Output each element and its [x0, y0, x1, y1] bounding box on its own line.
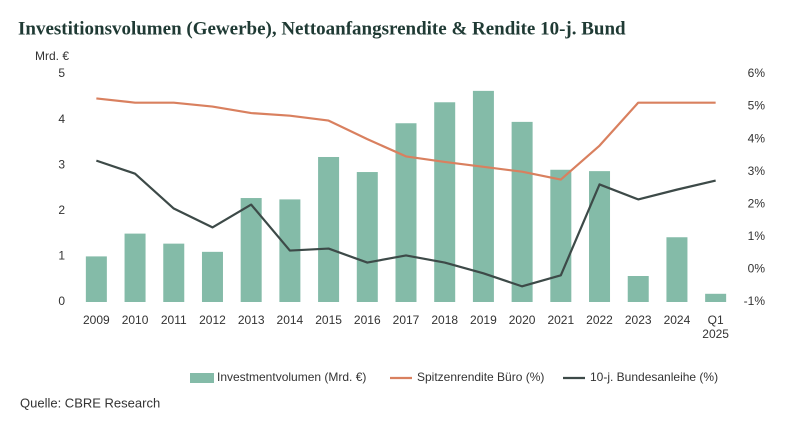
legend-label: 10-j. Bundesanleihe (%) — [590, 370, 718, 384]
bar — [472, 90, 494, 302]
x-tick-label: 2017 — [392, 313, 420, 327]
bar — [240, 198, 262, 302]
y-tick-label: 1 — [58, 249, 65, 263]
bar — [201, 251, 223, 302]
x-tick-label: 2018 — [431, 313, 459, 327]
bar — [550, 169, 572, 302]
x-tick-label: 2020 — [508, 313, 536, 327]
y-tick-label: 0 — [58, 294, 65, 308]
y2-tick-label: 2% — [748, 196, 766, 210]
bar — [356, 172, 378, 302]
y-tick-label: 4 — [58, 112, 65, 126]
chart-title: Investitionsvolumen (Gewerbe), Nettoanfa… — [18, 18, 626, 39]
line — [96, 97, 716, 181]
bar — [666, 237, 688, 302]
bar — [511, 121, 533, 302]
y2-tick-label: 1% — [748, 229, 766, 243]
y-axis-label: Mrd. € — [35, 49, 69, 63]
x-tick-label: 2015 — [315, 313, 342, 327]
y-tick-label: 5 — [58, 66, 65, 80]
x-tick-label: 2014 — [276, 313, 304, 327]
x-tick-label: 2024 — [663, 313, 691, 327]
x-tick-label: 2016 — [353, 313, 381, 327]
x-tick-label: 2011 — [160, 313, 187, 327]
bar — [395, 123, 417, 302]
legend-swatch — [190, 373, 214, 383]
x-tick-label: 2022 — [586, 313, 613, 327]
x-tick-label: 2009 — [82, 313, 110, 327]
y2-tick-label: 3% — [748, 164, 766, 178]
bar — [318, 156, 340, 302]
x-tick-label: 2019 — [470, 313, 497, 327]
bar — [85, 256, 107, 302]
y2-tick-label: 6% — [748, 66, 766, 80]
bar — [627, 276, 649, 302]
bar — [124, 233, 146, 302]
x-tick-label: 2023 — [624, 313, 652, 327]
x-tick-label: 2010 — [121, 313, 149, 327]
y2-tick-label: 4% — [748, 131, 766, 145]
bar — [705, 293, 727, 302]
y2-tick-label: -1% — [744, 294, 766, 308]
line — [96, 159, 716, 288]
x-tick-label: 2013 — [237, 313, 265, 327]
y2-tick-label: 0% — [748, 262, 766, 276]
y-tick-label: 2 — [58, 203, 65, 217]
source: Quelle: CBRE Research — [20, 395, 160, 410]
y-tick-label: 3 — [58, 157, 65, 171]
bar — [434, 102, 456, 302]
legend-label: Investmentvolumen (Mrd. €) — [217, 370, 366, 384]
x-tick-label: 2012 — [199, 313, 226, 327]
bar — [163, 243, 185, 302]
x-tick-label: 2021 — [547, 313, 575, 327]
legend-label: Spitzenrendite Büro (%) — [417, 370, 544, 384]
y2-tick-label: 5% — [748, 99, 766, 113]
bar — [589, 171, 611, 302]
x-tick-label: Q1 2025 — [702, 313, 729, 341]
